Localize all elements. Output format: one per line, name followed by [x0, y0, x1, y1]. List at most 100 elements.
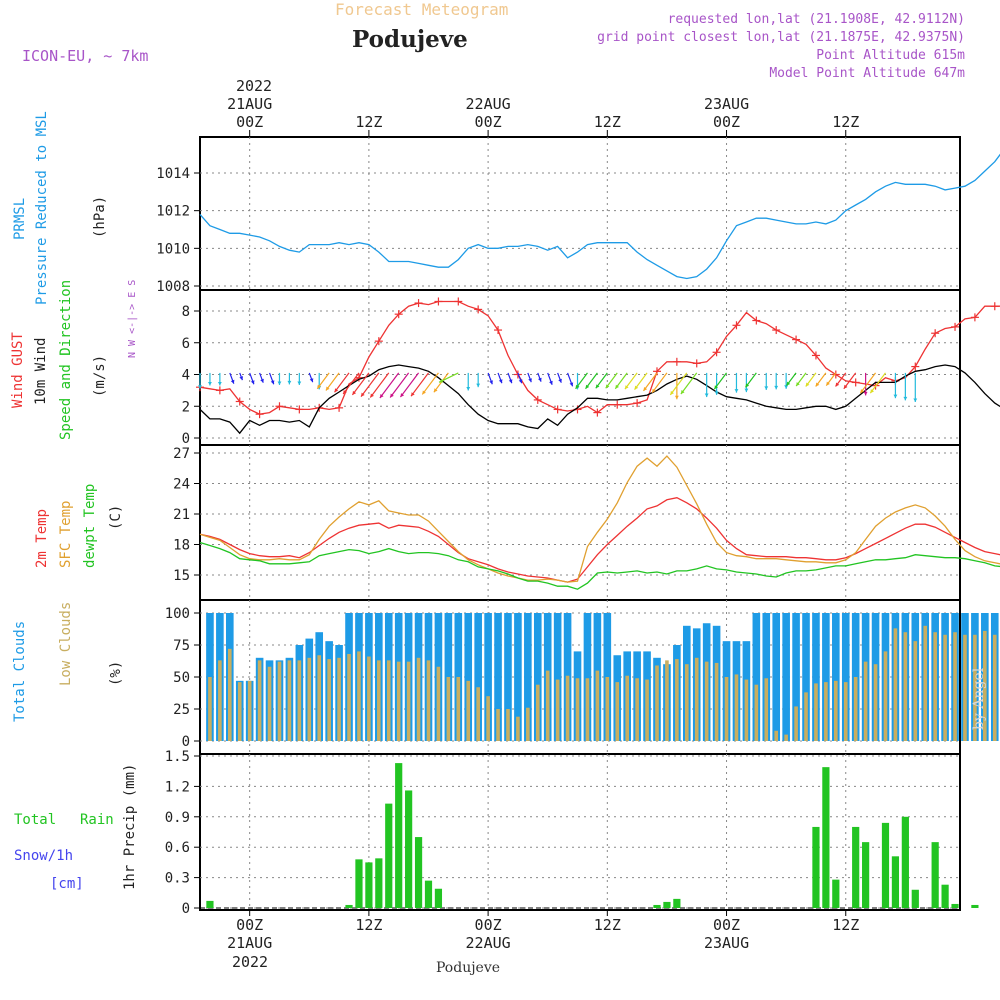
top-year-label: 2022 — [236, 77, 272, 95]
bar-low-cloud — [675, 659, 679, 741]
bar-rain — [365, 862, 373, 908]
bar-low-cloud — [645, 679, 649, 741]
bar-rain — [951, 903, 959, 908]
wind-arrow — [389, 372, 410, 398]
bar-total-cloud — [533, 613, 542, 741]
footer-location: Podujeve — [436, 960, 500, 976]
bar-low-cloud — [228, 648, 232, 741]
bar-low-cloud — [903, 632, 908, 741]
y-tick-label: 27 — [173, 446, 190, 462]
model-label: ICON-EU, ~ 7km — [22, 47, 148, 65]
top-tick-label: 00Z — [475, 113, 502, 131]
bar-low-cloud — [963, 634, 967, 741]
bottom-date-label: 22AUG — [466, 934, 511, 952]
wind-arrowhead — [615, 384, 619, 389]
top-date-label: 22AUG — [466, 95, 511, 113]
bar-total-cloud — [514, 613, 522, 741]
bar-rain — [395, 763, 403, 908]
temperature-panel: 15 18 21 24 27 — [173, 444, 1000, 601]
y-tick-label: 25 — [173, 702, 190, 718]
bar-low-cloud — [953, 632, 957, 741]
bar-low-cloud — [724, 677, 729, 741]
bar-low-cloud — [923, 625, 928, 741]
bar-low-cloud — [834, 680, 838, 741]
wind-arrowhead — [674, 395, 679, 400]
wind-arrowhead — [744, 388, 749, 393]
label-2m-temp: 2m Temp — [34, 509, 50, 568]
wind-arrowhead — [230, 379, 235, 384]
wind-arrow — [325, 372, 340, 391]
bottom-tick-label: 00Z — [475, 916, 502, 934]
y-tick-label: 21 — [173, 507, 190, 523]
wind-arrowhead — [774, 385, 779, 390]
bar-low-cloud — [426, 660, 431, 741]
bar-low-cloud — [565, 675, 570, 741]
label-pct: (%) — [108, 661, 124, 686]
y-tick-label: 1008 — [156, 279, 190, 295]
bar-rain — [911, 889, 919, 908]
bar-low-cloud — [734, 674, 739, 741]
bar-rain — [345, 904, 353, 908]
wind-arrowhead — [714, 385, 718, 390]
y-tick-label: 100 — [165, 606, 190, 622]
wind-arrowhead — [549, 380, 553, 385]
wind-arrowhead — [558, 378, 562, 383]
wind-arrowhead — [670, 390, 674, 395]
panel-frame — [199, 136, 961, 291]
bar-low-cloud — [814, 683, 818, 741]
bar-low-cloud — [575, 678, 580, 741]
wind-arrowhead — [805, 382, 810, 387]
wind-arrowhead — [239, 376, 243, 381]
bar-low-cloud — [883, 651, 888, 741]
wind-arrow — [410, 372, 429, 397]
wind-arrow — [351, 372, 370, 396]
bar-total-cloud — [762, 613, 771, 741]
bar-low-cloud — [933, 632, 937, 741]
panel-frame — [199, 289, 961, 446]
wind-arrowhead — [734, 389, 739, 393]
bar-low-cloud — [873, 664, 878, 741]
wind-arrow — [643, 372, 658, 392]
bar-low-cloud — [943, 634, 947, 741]
label-speed-direction: Speed and Direction — [58, 280, 74, 440]
bar-rain — [891, 856, 900, 908]
bar-rain — [673, 898, 681, 908]
label-cm: [cm] — [50, 876, 84, 892]
y-tick-label: 0 — [182, 734, 190, 750]
bar-low-cloud — [347, 653, 351, 741]
wind-arrow — [369, 372, 390, 398]
bar-low-cloud — [267, 666, 272, 741]
wind-arrowhead — [309, 378, 314, 383]
bar-rain — [355, 859, 363, 908]
label-ms: (m/s) — [92, 355, 108, 397]
y-tick-label: 15 — [173, 568, 190, 584]
bar-rain — [385, 803, 393, 908]
series-line — [199, 455, 1000, 583]
label-sfc-temp: SFC Temp — [58, 501, 74, 568]
point-altitude: Point Altitude 615m — [816, 48, 965, 63]
bar-total-cloud — [484, 613, 492, 741]
bar-low-cloud — [615, 682, 620, 741]
bar-low-cloud — [446, 677, 451, 741]
series-line — [199, 497, 1000, 583]
bar-low-cloud — [863, 661, 868, 741]
wind-arrowhead — [575, 384, 580, 389]
top-tick-label: 12Z — [594, 113, 621, 131]
bar-rain — [206, 900, 214, 908]
bar-low-cloud — [535, 684, 540, 741]
wind-arrowhead — [605, 384, 610, 389]
bar-total-cloud — [802, 613, 810, 741]
bar-low-cloud — [764, 678, 769, 741]
y-tick-label: 1.2 — [165, 779, 190, 795]
wind-arrowhead — [466, 386, 471, 391]
bar-total-cloud — [752, 613, 761, 741]
top-date-label: 23AUG — [704, 95, 749, 113]
bar-low-cloud — [307, 657, 312, 741]
wind-arrowhead — [439, 379, 444, 383]
y-tick-label: 1.5 — [165, 749, 190, 765]
wind-arrow — [680, 372, 698, 395]
wind-arrowhead — [528, 378, 532, 383]
wind-arrow — [651, 372, 668, 394]
bar-low-cloud — [506, 709, 510, 741]
wind-arrowhead — [208, 382, 212, 386]
